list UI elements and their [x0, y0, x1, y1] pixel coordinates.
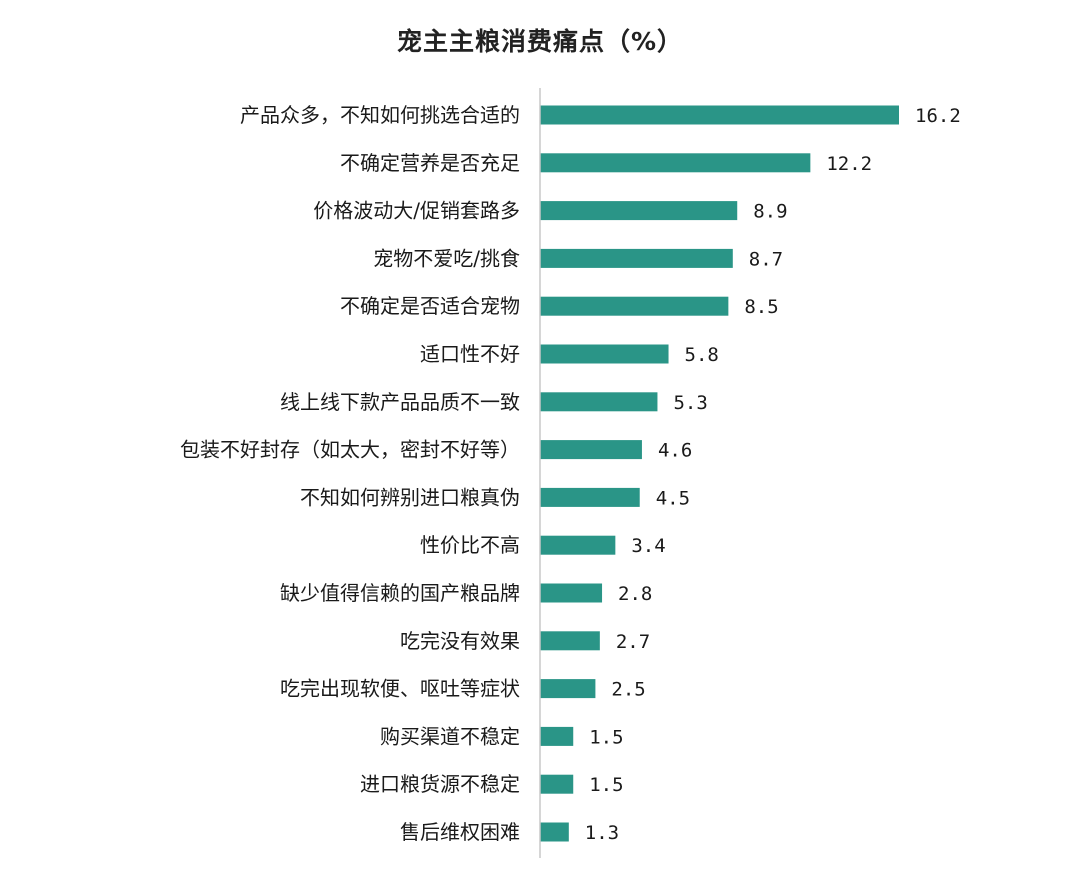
category-label: 不确定是否适合宠物: [340, 294, 520, 318]
value-label: 2.7: [616, 631, 650, 653]
category-label: 缺少值得信赖的国产粮品牌: [280, 581, 520, 605]
category-label: 价格波动大/促销套路多: [313, 199, 520, 223]
category-label: 售后维权困难: [400, 820, 520, 844]
bar: [540, 726, 574, 746]
category-label: 包装不好封存（如太大，密封不好等）: [180, 438, 520, 462]
bar: [540, 679, 596, 699]
category-label: 不知如何辨别进口粮真伪: [300, 485, 520, 509]
category-label: 进口粮货源不稳定: [360, 772, 520, 796]
category-label: 宠物不爱吃/挑食: [373, 246, 520, 270]
bar: [540, 583, 603, 603]
category-label: 不确定营养是否充足: [340, 151, 520, 175]
category-labels: 产品众多，不知如何挑选合适的不确定营养是否充足价格波动大/促销套路多宠物不爱吃/…: [180, 103, 520, 844]
category-label: 产品众多，不知如何挑选合适的: [240, 103, 520, 127]
category-label: 线上线下款产品品质不一致: [280, 390, 520, 414]
value-labels: 16.2 12.2 8.9 8.7 8.5 5.8 5.3 4.6 4.5 3.4 2.8 2.7 2.…: [585, 105, 961, 844]
value-label: 1.3: [585, 822, 619, 844]
value-label: 2.5: [611, 679, 645, 701]
value-label: 1.5: [589, 726, 623, 748]
bar: [540, 201, 738, 221]
bar: [540, 535, 616, 555]
category-label: 吃完没有效果: [400, 629, 520, 653]
bar: [540, 248, 733, 268]
value-label: 12.2: [826, 153, 872, 175]
value-label: 8.7: [749, 248, 783, 270]
bar: [540, 774, 574, 794]
value-label: 16.2: [915, 105, 961, 127]
category-label: 性价比不高: [420, 533, 520, 557]
category-label: 购买渠道不稳定: [380, 724, 520, 748]
bar: [540, 105, 899, 125]
bar: [540, 631, 600, 651]
bar: [540, 440, 642, 460]
bar: [540, 392, 658, 412]
bar: [540, 153, 811, 173]
value-label: 8.5: [744, 296, 778, 318]
bars-group: [540, 105, 899, 842]
category-label: 吃完出现软便、呕吐等症状: [280, 677, 520, 701]
bar: [540, 487, 640, 507]
value-label: 8.9: [753, 201, 787, 223]
chart-title: 宠主主粮消费痛点（%）: [396, 27, 684, 56]
value-label: 3.4: [631, 535, 665, 557]
bar: [540, 822, 569, 842]
value-label: 4.5: [656, 487, 690, 509]
value-label: 5.3: [673, 392, 707, 414]
category-label: 适口性不好: [420, 342, 520, 366]
value-label: 1.5: [589, 774, 623, 796]
value-label: 5.8: [685, 344, 719, 366]
value-label: 4.6: [658, 440, 692, 462]
bar: [540, 296, 729, 316]
value-label: 2.8: [618, 583, 652, 605]
bar: [540, 344, 669, 364]
